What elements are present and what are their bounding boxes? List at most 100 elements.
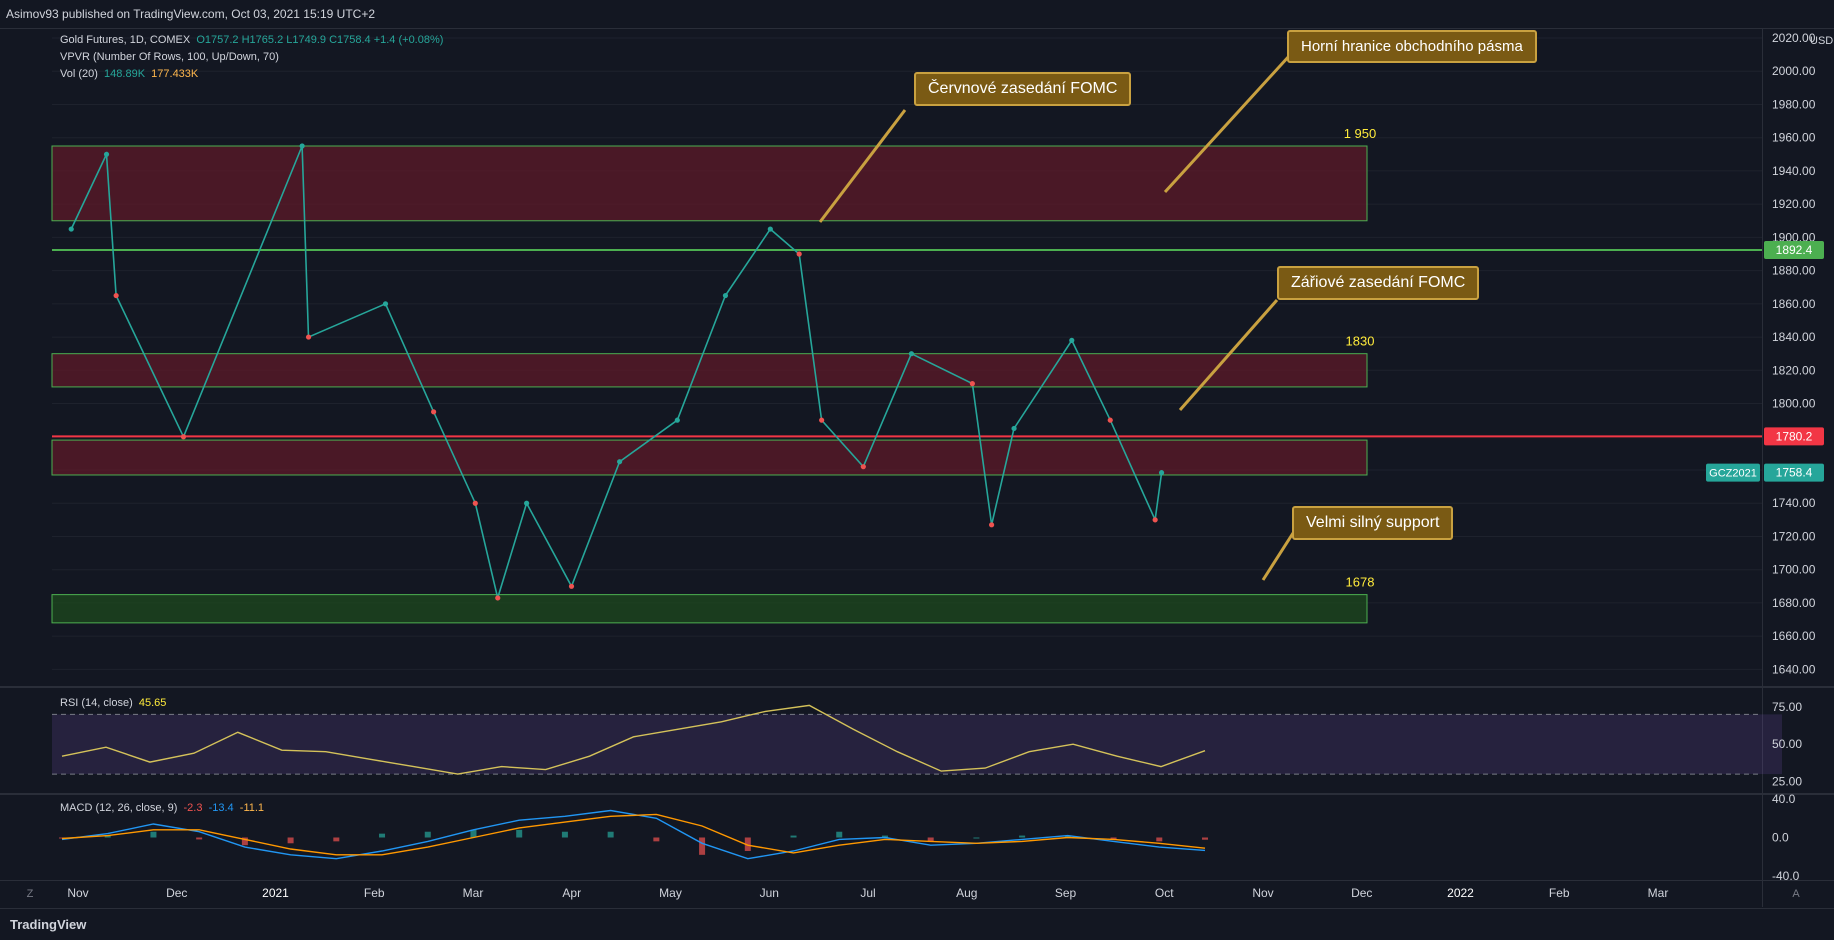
macd-line [61,809,1206,860]
close-point [1158,470,1165,476]
close-point [180,434,187,440]
macd-histogram-bar [973,837,980,839]
price-tick-label: 1940.00 [1772,164,1816,178]
macd-histogram-bar [881,835,888,838]
close-point [989,522,995,528]
macd-tick-label: 40.0 [1772,792,1796,806]
macd-histogram-bar [1064,835,1071,838]
close-point [796,251,802,257]
macd-tick-label: 0.0 [1772,831,1789,845]
x-tick-label: 2022 [1447,886,1474,900]
callout-fomc-sept: Zářiové zasedání FOMC [1277,266,1480,300]
tradingview-logo[interactable]: TradingView [10,917,87,932]
x-tick-label: Mar [463,886,484,900]
macd-histogram-bar [1110,837,1117,840]
legend-macd-line: -13.4 [208,802,234,814]
close-point [819,417,825,423]
close-point [1107,417,1113,423]
macd-histogram-bar [1156,837,1163,842]
legend-symbol: Gold Futures, 1D, COMEX O1757.2 H1765.2 … [60,34,443,46]
ticker-tag: GCZ2021 [1709,468,1757,480]
callout-pointer [1163,53,1292,194]
price-tag-current-bg [1764,463,1824,482]
price-tick-label: 1880.00 [1772,264,1816,278]
close-point [103,151,110,157]
footer-z-button: Z [27,888,34,900]
legend-vol-value: 148.89K [104,68,146,80]
x-tick-label: Nov [1252,886,1273,900]
macd-histogram-bar [287,837,294,844]
macd-histogram-bar [424,831,431,838]
close-point [1152,517,1158,523]
x-tick-label: Dec [1351,886,1372,900]
price-axis-border [1762,28,1763,907]
close-point [382,301,389,307]
pane-divider [0,793,1834,795]
macd-histogram-bar [1019,835,1026,838]
x-tick-label: 2021 [262,886,289,900]
legend-vol-ma: 177.433K [151,68,199,80]
close-point [568,583,575,589]
x-tick-label: Jul [860,886,875,900]
macd-histogram-bar [836,831,843,838]
price-tick-label: 1660.00 [1772,629,1816,643]
macd-tick-label: -40.0 [1772,869,1800,883]
legend-vol-label: Vol (20) [60,68,98,80]
close-point [860,464,866,470]
x-tick-label: May [659,886,682,900]
publish-text: Asimov93 published on TradingView.com, O… [6,7,375,21]
macd-histogram-bar [516,829,523,838]
close-point [68,226,74,232]
publish-header: Asimov93 published on TradingView.com, O… [0,0,1834,29]
price-tag-red: 1780.2 [1776,429,1813,443]
legend-macd-signal: -11.1 [239,802,265,814]
footer-bar: TradingView [0,908,1834,940]
price-tick-label: 1680.00 [1772,596,1816,610]
close-point [969,381,975,387]
legend-rsi-label: RSI (14, close) [60,697,133,709]
macd-histogram-bar [470,829,477,838]
price-tick-label: 2000.00 [1772,64,1816,78]
rsi-line [61,704,1206,775]
ticker-tag-bg [1706,463,1760,482]
rsi-tick-label: 25.00 [1772,775,1802,789]
zone-level-label: 1678 [1346,575,1375,590]
pane-divider [0,686,1834,688]
price-tick-label: 1900.00 [1772,230,1816,244]
price-tick-label: 1720.00 [1772,529,1816,543]
macd-signal-line [61,813,1206,856]
macd-histogram-bar [1202,837,1208,840]
price-tag-green-bg [1764,241,1824,260]
price-tick-label: 1640.00 [1772,662,1816,676]
close-point [908,351,915,357]
rsi-tick-label: 75.00 [1772,700,1802,714]
legend-rsi: RSI (14, close) 45.65 [60,697,166,709]
close-point [1069,337,1075,343]
price-tick-label: 1800.00 [1772,397,1816,411]
price-tick-label: 1820.00 [1772,363,1816,377]
support-resistance-zone [51,353,1368,388]
rsi-band [52,714,1782,775]
price-tick-label: 1840.00 [1772,330,1816,344]
price-tag-current: 1758.4 [1776,466,1813,480]
macd-histogram-bar [379,833,386,838]
support-resistance-zone [51,145,1368,222]
macd-histogram-bar [561,831,568,838]
callout-pointer [818,109,907,223]
close-point [299,143,305,149]
legend-macd: MACD (12, 26, close, 9) -2.3 -13.4 -11.1 [60,802,264,814]
macd-histogram-bar [790,835,797,838]
price-tick-label: 1960.00 [1772,131,1816,145]
macd-histogram-bar [607,831,614,838]
callout-support: Velmi silný support [1292,506,1454,540]
close-point [674,417,680,423]
callout-fomc-june: Červnové zasedání FOMC [914,72,1132,106]
price-tick-label: 1860.00 [1772,297,1816,311]
x-tick-label: Feb [364,886,385,900]
price-tick-label: 1740.00 [1772,496,1816,510]
callout-pointer [1261,529,1297,581]
x-tick-label: Oct [1155,886,1174,900]
x-tick-label: Feb [1549,886,1570,900]
close-point [524,500,530,506]
